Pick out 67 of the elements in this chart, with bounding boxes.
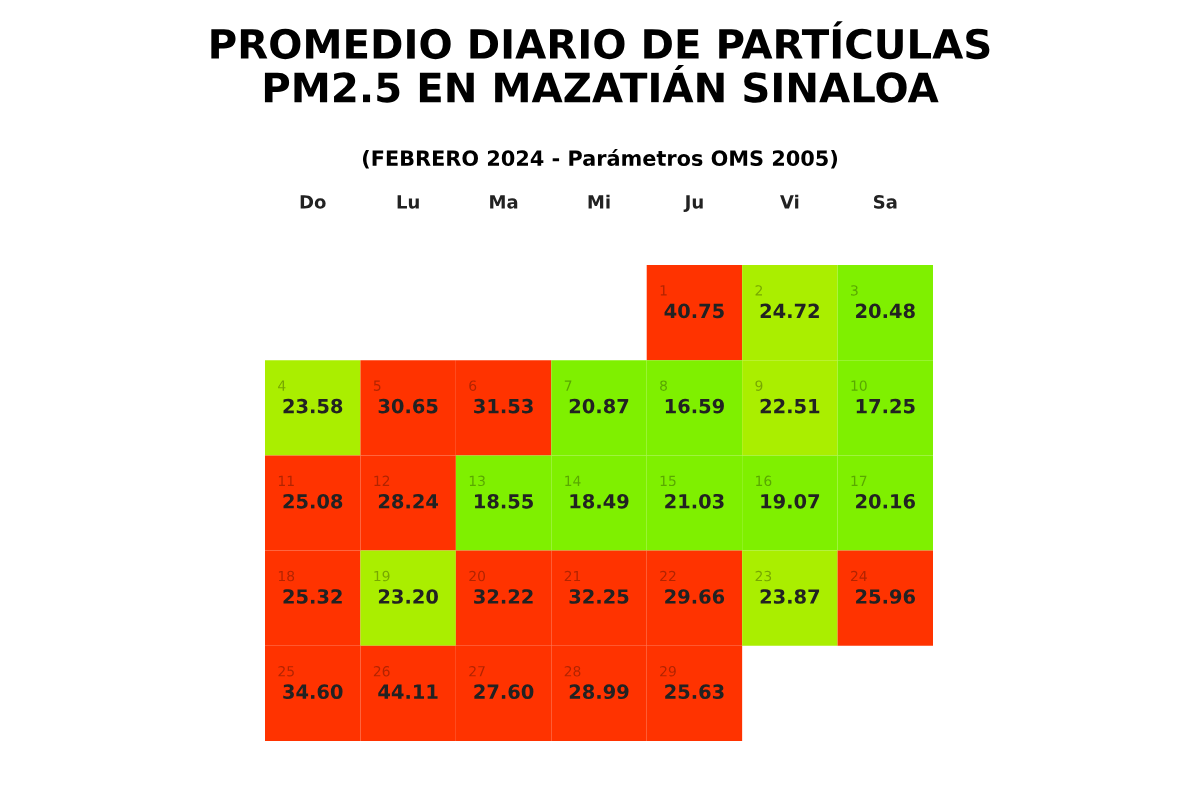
annotation: 19 [374,570,390,582]
data-label: 16.59 [665,398,724,414]
annotation: 1 [660,285,667,296]
annotation: 17 [851,475,867,486]
data-label: 23.58 [283,398,343,414]
data-label: 28.24 [378,493,438,509]
data-label: 40.75 [664,303,724,319]
annotation: 18 [278,570,295,582]
data-label: 22.51 [760,398,820,414]
data-label: 18.55 [475,493,533,509]
data-label: 29.66 [665,589,725,604]
data-label: 32.22 [474,589,533,604]
annotation: 4 [278,380,286,391]
data-label: 25.32 [283,589,342,604]
chart-title: PROMEDIO DIARIO DE PARTÍCULAS PM2.5 EN MAZATIÁN SINALOA [211,21,990,103]
x-tick-label: Sa [873,195,897,209]
annotation: 25 [278,665,294,677]
data-label: 28.99 [569,684,629,700]
annotation: 24 [850,570,867,582]
annotation: 20 [469,570,486,582]
data-label: 34.60 [283,684,343,700]
annotation: 27 [469,665,485,677]
annotation: 28 [564,665,581,677]
annotation: 12 [374,475,390,486]
data-label: 25.96 [856,589,915,604]
data-label: 20.48 [856,303,915,319]
x-tick-label: Lu [397,195,419,209]
annotation: 11 [278,475,294,486]
annotation: 16 [756,475,772,487]
annotation: 23 [755,570,772,582]
data-label: 44.11 [378,684,438,699]
annotation: 10 [851,380,867,391]
x-tick-label: Ju [683,195,703,213]
x-tick-label: Do [300,195,326,209]
data-label: 25.63 [665,684,724,700]
annotation: 3 [851,285,858,296]
x-tick-label: Ma [490,195,518,209]
annotation: 29 [660,665,676,677]
annotation: 7 [564,380,572,391]
data-label: 18.49 [570,493,629,509]
data-label: 32.25 [569,589,629,604]
data-label: 31.53 [474,398,533,414]
data-label: 23.20 [378,589,438,604]
data-label: 20.16 [856,493,915,509]
annotation: 14 [565,475,581,486]
annotation: 13 [469,475,485,487]
x-tick-label: Mi [588,194,610,209]
annotation: 26 [373,665,390,677]
data-label: 25.08 [283,493,343,509]
data-label: 17.25 [856,398,915,414]
annotation: 6 [469,380,477,391]
annotation: 8 [660,380,668,391]
annotation: 2 [755,285,762,296]
annotation: 9 [755,380,763,391]
annotation: 22 [660,570,676,582]
data-label: 20.87 [569,398,629,414]
annotation: 21 [564,570,581,582]
data-label: 23.87 [760,589,820,604]
data-label: 19.07 [761,493,820,509]
annotation: 5 [373,380,381,391]
data-label: 30.65 [378,398,438,414]
chart-subtitle: (FEBRERO 2024 - Parámetros OMS 2005) [362,149,838,169]
data-label: 27.60 [474,684,534,700]
x-tick-label: Vi [780,194,799,209]
data-label: 24.72 [760,303,819,318]
annotation: 15 [660,475,676,487]
data-label: 21.03 [665,493,724,509]
